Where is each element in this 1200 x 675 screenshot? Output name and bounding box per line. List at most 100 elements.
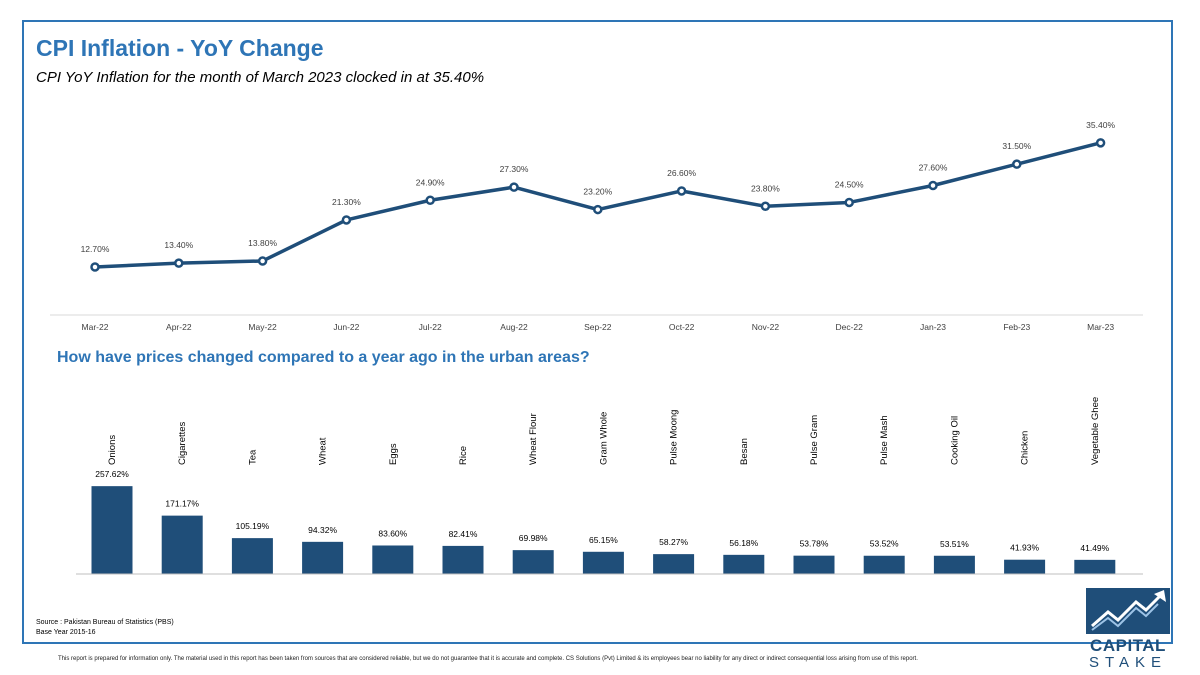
bar-category-label: Wheat Flour [528, 413, 539, 465]
line-x-tick-label: Jun-22 [333, 322, 359, 332]
line-x-tick-label: Sep-22 [584, 322, 612, 332]
line-data-label: 23.80% [751, 183, 780, 193]
bar [91, 486, 133, 574]
line-point [341, 215, 352, 225]
bar-data-label: 41.93% [1010, 543, 1039, 553]
line-data-label: 31.50% [1002, 141, 1031, 151]
bar-category-label: Rice [458, 446, 469, 465]
line-x-tick-label: Aug-22 [500, 322, 528, 332]
bar-category-label: Wheat [318, 437, 329, 465]
line-point [928, 180, 938, 191]
bar-category-label: Eggs [388, 443, 399, 465]
bar-data-label: 105.19% [236, 521, 270, 531]
line-data-label: 12.70% [81, 244, 110, 254]
bar [653, 554, 695, 574]
line-point [1095, 138, 1106, 148]
bar-category-label: Chicken [1020, 431, 1031, 465]
bar-data-label: 58.27% [659, 537, 688, 547]
line-data-label: 35.40% [1086, 120, 1115, 130]
line-x-tick-label: Oct-22 [669, 322, 695, 332]
bar [582, 551, 624, 574]
line-x-tick-label: Feb-23 [1003, 322, 1030, 332]
line-data-label: 23.20% [583, 187, 612, 197]
line-data-label: 26.60% [667, 168, 696, 178]
bar [161, 515, 203, 574]
bar [442, 545, 484, 574]
line-x-tick-label: Jan-23 [920, 322, 946, 332]
bar [231, 538, 273, 574]
line-point [509, 182, 519, 192]
bar [512, 550, 554, 574]
bar-data-label: 65.15% [589, 535, 618, 545]
bar-category-label: Tea [247, 449, 258, 465]
bar-category-label: Besan [739, 438, 750, 465]
report-frame [22, 20, 1173, 644]
bar-category-label: Pulse Mash [879, 415, 890, 465]
line-x-tick-label: May-22 [248, 322, 277, 332]
cpi-line-chart: 12.70% Mar-22 13.40% Apr-22 13.80% May-22 21.3… [50, 120, 1143, 332]
source-text: Source : Pakistan Bureau of Statistics (… [36, 619, 174, 626]
capital-stake-logo: CAPITAL STAKE [1083, 588, 1173, 672]
line-x-tick-label: Apr-22 [166, 322, 192, 332]
line-data-label: 13.40% [164, 240, 193, 250]
line-x-tick-label: Mar-22 [82, 322, 109, 332]
bar-category-label: Cooking Oil [949, 416, 960, 465]
bar-category-label: Cigarettes [177, 421, 188, 465]
bar-data-label: 69.98% [519, 533, 548, 543]
bar [1074, 559, 1116, 574]
line-data-label: 13.80% [248, 238, 277, 248]
bar-data-label: 83.60% [378, 528, 407, 538]
logo-text-stake: STAKE [1088, 654, 1168, 671]
bar-data-label: 94.32% [308, 525, 337, 535]
line-x-tick-label: Nov-22 [752, 322, 780, 332]
logo-text-capital: CAPITAL [1090, 636, 1166, 655]
bar [302, 541, 344, 574]
line-point [844, 197, 854, 208]
trend-arrow-icon [1091, 590, 1166, 631]
line-x-tick-label: Mar-23 [1087, 322, 1114, 332]
line-data-label: 27.60% [919, 162, 948, 172]
bar-category-label: Pulse Gram [809, 415, 820, 465]
base-year-text: Base Year 2015-16 [36, 629, 96, 636]
bar [793, 555, 835, 574]
urban-section-title: How have prices changed compared to a ye… [57, 349, 590, 366]
bar [933, 555, 975, 574]
line-point [174, 258, 184, 268]
line-point [257, 256, 268, 266]
bar-category-label: Pulse Moong [669, 410, 680, 465]
line-x-tick-label: Dec-22 [835, 322, 863, 332]
bar-data-label: 171.17% [165, 499, 199, 509]
bar [723, 554, 765, 574]
bar-data-label: 53.78% [800, 539, 829, 549]
bar [1004, 559, 1046, 574]
bar-data-label: 53.52% [870, 539, 899, 549]
line-data-label: 24.50% [835, 179, 864, 189]
bar-data-label: 53.51% [940, 539, 969, 549]
bar-data-label: 82.41% [449, 529, 478, 539]
page-title: CPI Inflation - YoY Change [36, 35, 324, 61]
bar-data-label: 56.18% [729, 538, 758, 548]
line-data-label: 24.90% [416, 177, 445, 187]
logo-mark [1086, 588, 1170, 634]
disclaimer-text: This report is prepared for information … [58, 656, 918, 662]
bar-data-label: 257.62% [95, 469, 129, 479]
line-data-label: 27.30% [500, 164, 529, 174]
line-point [676, 186, 687, 196]
line-x-tick-label: Jul-22 [419, 322, 442, 332]
line-point [425, 195, 435, 206]
line-point [90, 262, 100, 272]
bar [372, 545, 414, 574]
line-data-label: 21.30% [332, 197, 361, 207]
line-point [593, 204, 603, 215]
bar-category-label: Vegetable Ghee [1090, 397, 1101, 465]
urban-bar-chart: 257.62% Onions 171.17% Cigarettes 105.19% Tea… [76, 397, 1143, 575]
bar [863, 555, 905, 574]
line-point [1012, 159, 1022, 169]
page-subtitle: CPI YoY Inflation for the month of March… [36, 69, 485, 86]
line-point [760, 201, 771, 212]
bar-data-label: 41.49% [1080, 543, 1109, 553]
bar-category-label: Onions [107, 435, 118, 465]
bar-category-label: Gram Whole [598, 412, 609, 465]
source-note: Source : Pakistan Bureau of Statistics (… [36, 618, 174, 638]
